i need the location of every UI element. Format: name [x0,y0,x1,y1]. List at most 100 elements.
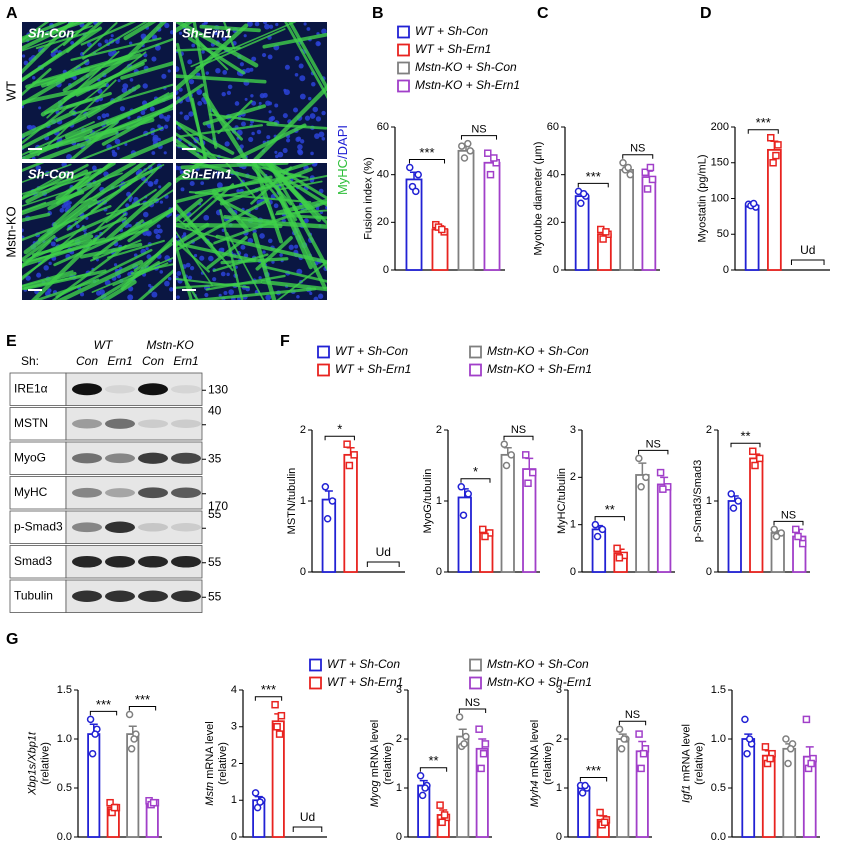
nucleus [295,136,301,142]
nucleus [299,93,306,100]
y-tick-label: 2 [706,424,712,436]
myotube [62,22,92,46]
myotube [176,230,214,287]
myotube [176,198,203,223]
data-point [406,163,414,172]
myotube [22,25,94,52]
y-tick-label: 3 [570,424,576,436]
nucleus [248,136,254,143]
myotube [123,22,157,41]
nucleus [169,30,173,35]
myotube [205,274,286,291]
nucleus [218,293,222,298]
data-point [602,228,610,236]
y-tick-label: 3 [396,684,402,696]
nucleus [268,24,274,29]
y-tick-label: 1 [300,495,306,507]
data-point [522,451,530,459]
sig-bracket [747,129,779,134]
nucleus [161,73,167,79]
blot-band [72,555,102,568]
legend-label: Mstn-KO + Sh-Ern1 [487,362,592,376]
data-point [635,730,643,738]
y-tick-label: 2 [556,733,562,745]
nucleus [294,55,300,61]
sig-bracket [594,516,625,521]
legend-swatch [317,345,330,359]
data-point [600,818,609,827]
nucleus [308,96,312,101]
blot-row-label: Tubulin [14,588,53,602]
data-point [639,749,648,758]
data-point [438,818,446,827]
y-tick-label: 0 [300,566,306,578]
nucleus [178,31,183,35]
nucleus [318,131,325,138]
myotube [32,238,93,257]
lane-label: Con [142,354,164,368]
y-tick-label: 0.0 [57,831,72,843]
myotube [176,132,216,159]
micrograph [176,163,327,300]
myotube [262,265,327,283]
myotube [188,36,246,75]
y-tick-label: 100 [711,192,729,204]
myotube [222,22,236,50]
data-point [626,170,634,179]
data-point [749,199,758,208]
data-point [624,163,632,172]
y-axis-label-part: MyoG/tubulin [422,469,434,534]
myotube [276,260,327,300]
nucleus [26,125,31,130]
myotube [118,207,173,241]
nucleus [68,201,72,205]
myotube [176,22,195,33]
legend-swatch [469,658,482,672]
y-tick-label: 0.5 [57,782,72,794]
nucleus [147,180,154,187]
error-bar [525,457,534,470]
nucleus [157,228,163,234]
myotube [226,231,265,300]
blot-band [105,418,135,429]
data-point [460,740,468,748]
nucleus [274,150,278,154]
y-tick-label: 0 [383,264,389,276]
data-point [490,154,498,162]
myotube [278,180,323,191]
nucleus [256,129,262,135]
nucleus [222,36,227,42]
legend-label: WT + Sh-Con [335,344,408,358]
data-point [734,497,742,505]
data-point [637,764,645,773]
nucleus [176,66,180,72]
image-label: Sh-Ern1 [182,25,232,40]
nucleus [245,67,251,73]
lane-label: Ern1 [173,354,198,368]
nucleus [197,100,203,106]
data-point [350,451,358,459]
myotube [266,163,327,200]
blot-row-label: IRE1α [14,381,48,395]
y-tick-label: 1.0 [57,733,72,745]
nucleus [32,76,36,80]
sig-bracket [503,435,534,441]
data-point [455,713,464,721]
data-point [479,525,487,534]
nucleus [104,39,109,44]
myotube [130,263,173,275]
bar [475,747,489,838]
data-point [598,525,607,534]
y-axis-label: Xbp1s/Xbp1t [26,731,38,796]
nucleus [142,83,148,89]
blot-band [171,523,201,532]
blot-band [138,383,168,396]
myotube [55,248,153,298]
bar [656,483,672,573]
nucleus [311,81,316,87]
data-point [440,811,449,819]
row-label: WT [3,81,18,101]
myotube [51,244,128,300]
data-point [646,163,655,172]
lane-label: Con [76,354,98,368]
